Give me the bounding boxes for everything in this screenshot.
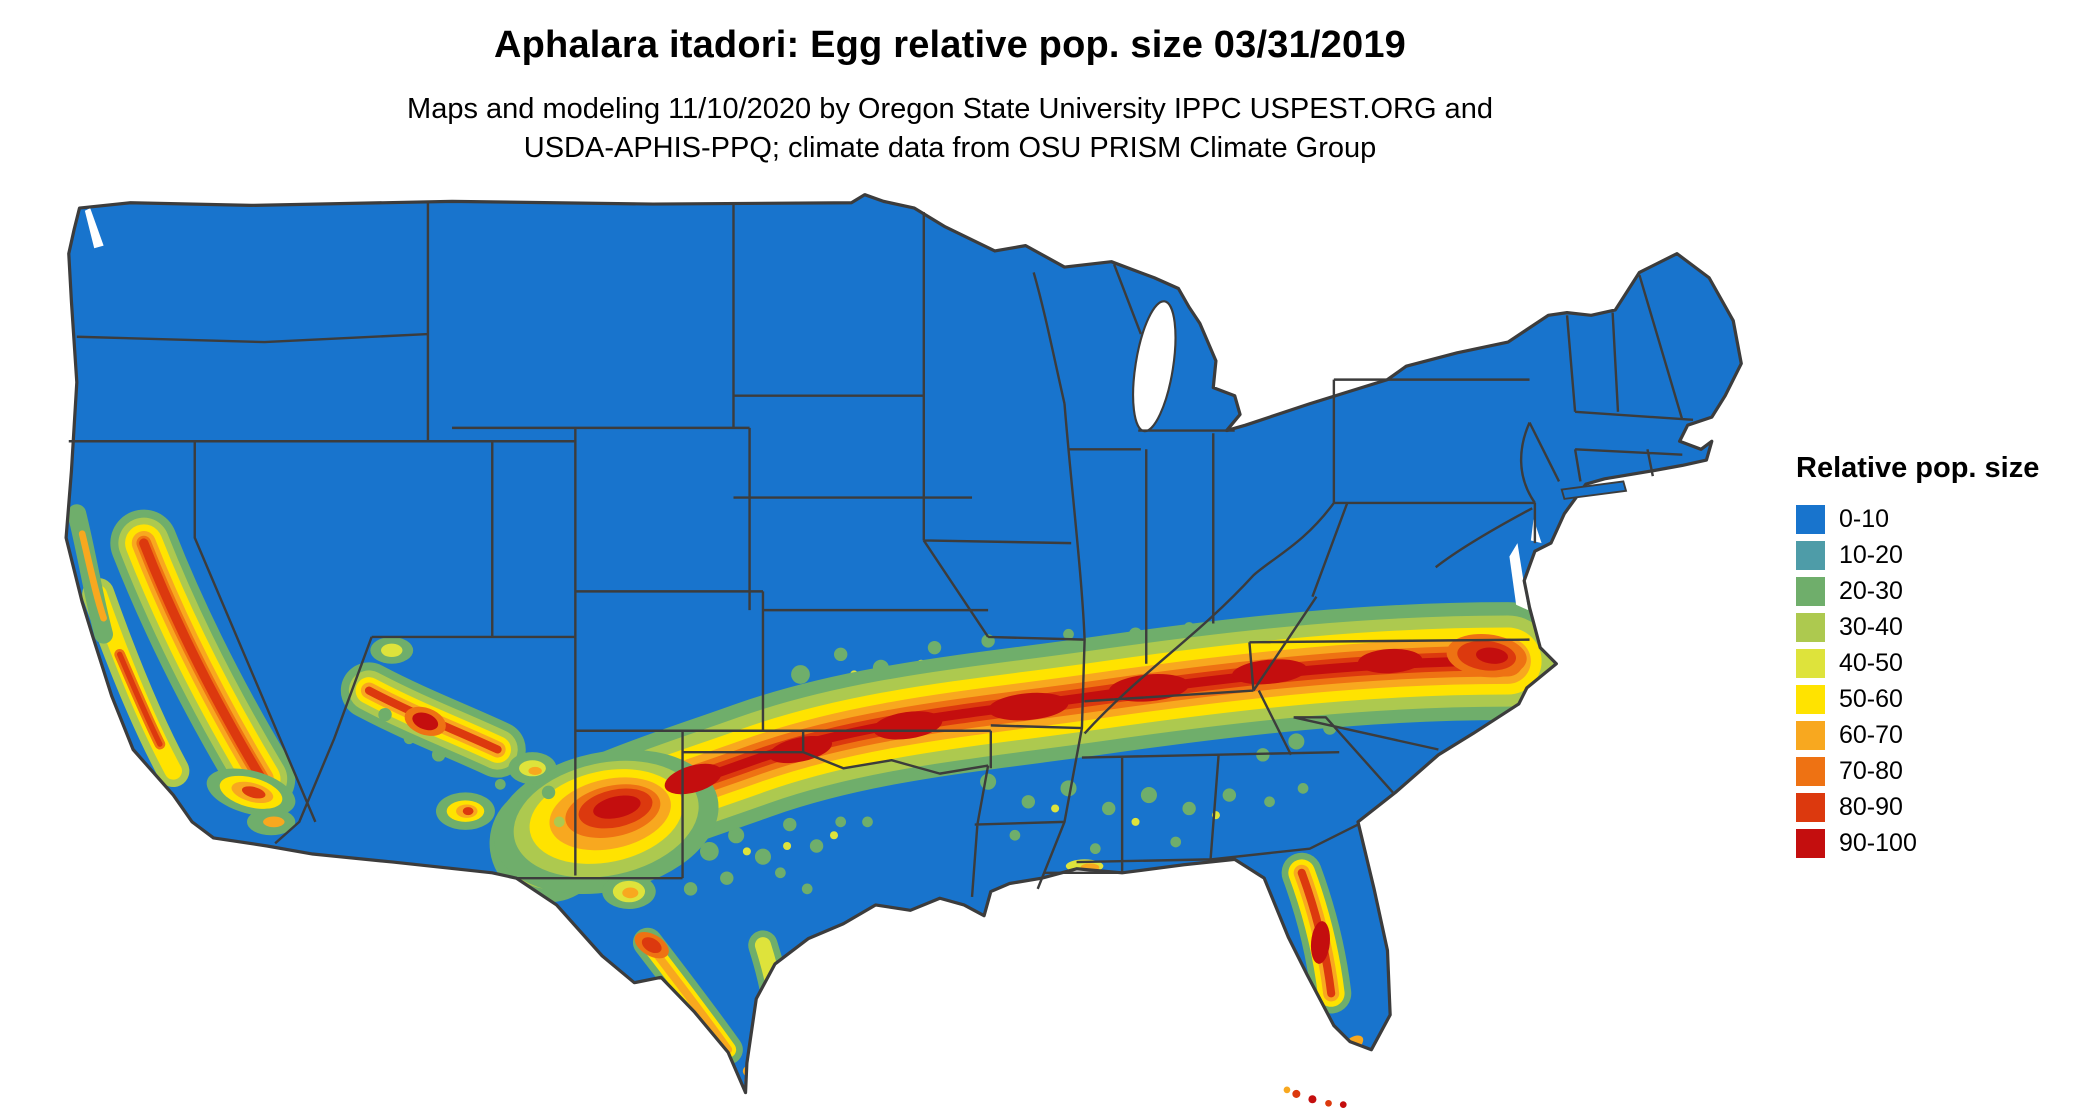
legend-label: 10-20 — [1839, 540, 1903, 569]
us-map — [50, 192, 1752, 1110]
legend-swatch — [1796, 612, 1825, 642]
legend-label: 90-100 — [1839, 828, 1917, 857]
heat-layer — [67, 504, 1568, 1093]
chesapeake-bay — [1509, 543, 1529, 611]
subtitle-line-2: USDA-APHIS-PPQ; climate data from OSU PR… — [523, 132, 1377, 165]
legend-item: 70-80 — [1796, 753, 2086, 789]
legend-swatch — [1796, 540, 1825, 570]
legend-label: 30-40 — [1839, 612, 1903, 641]
socal-hotspots — [206, 768, 296, 836]
legend: Relative pop. size 0-10 10-20 20-30 30-4… — [1796, 452, 2086, 861]
puget-sound — [84, 208, 104, 249]
legend-item: 30-40 — [1796, 609, 2086, 645]
legend-swatch — [1796, 756, 1825, 786]
legend-item: 90-100 — [1796, 825, 2086, 861]
south-texas-strip — [748, 930, 794, 1093]
legend-label: 80-90 — [1839, 792, 1903, 821]
legend-label: 20-30 — [1839, 576, 1903, 605]
california-band — [67, 504, 296, 813]
legend-swatch — [1796, 720, 1825, 750]
legend-label: 40-50 — [1839, 648, 1903, 677]
legend-label: 50-60 — [1839, 684, 1903, 713]
legend-item: 10-20 — [1796, 537, 2086, 573]
legend-item: 60-70 — [1796, 717, 2086, 753]
legend-swatch — [1796, 648, 1825, 678]
legend-label: 60-70 — [1839, 720, 1903, 749]
page-title: Aphalara itadori: Egg relative pop. size… — [494, 24, 1406, 66]
state-borders — [68, 202, 1694, 898]
legend-swatch — [1796, 684, 1825, 714]
texas-speckles — [683, 816, 873, 896]
us-outline-stroke — [64, 193, 1743, 1095]
texas-speckles-yellow — [742, 831, 839, 856]
legend-item: 0-10 — [1796, 501, 2086, 537]
us-outline-fill — [66, 194, 1742, 1093]
lakes-and-bays — [84, 208, 1542, 611]
us-map-svg — [64, 193, 1743, 1108]
legend-title: Relative pop. size — [1796, 452, 2040, 484]
legend-label: 70-80 — [1839, 756, 1903, 785]
subtitle-line-1: Maps and modeling 11/10/2020 by Oregon S… — [407, 93, 1493, 125]
legend-item: 20-30 — [1796, 573, 2086, 609]
legend-swatch — [1796, 828, 1825, 858]
delaware-bay — [1530, 518, 1542, 544]
legend-swatch — [1796, 792, 1825, 822]
florida-keys — [1283, 1086, 1347, 1108]
west-texas-hotspot — [493, 749, 719, 895]
carolina-hotspot — [1446, 633, 1527, 678]
legend-item: 40-50 — [1796, 645, 2086, 681]
legend-item: 50-60 — [1796, 681, 2086, 717]
arizona-hotspots — [370, 636, 565, 830]
legend-item: 80-90 — [1796, 789, 2086, 825]
legend-swatch — [1796, 576, 1825, 606]
legend-label: 0-10 — [1839, 504, 1890, 533]
page-subtitle: Maps and modeling 11/10/2020 by Oregon S… — [0, 90, 1900, 168]
long-island — [1560, 480, 1628, 500]
legend-swatch — [1796, 504, 1825, 534]
big-bend-hotspot — [602, 874, 669, 959]
